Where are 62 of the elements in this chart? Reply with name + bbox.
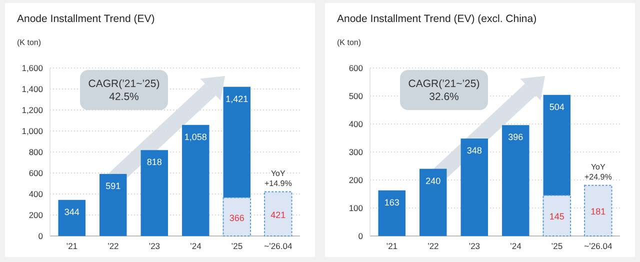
y-tick-label: 100 <box>348 203 364 213</box>
x-tick-label: ’21 <box>386 241 398 251</box>
data-label: 591 <box>106 180 121 191</box>
x-tick-label: ’24 <box>190 241 202 251</box>
x-tick-label: ’23 <box>468 241 480 251</box>
data-label: 163 <box>384 197 400 208</box>
annotation: CAGR(’21~’25) 32.6% <box>408 78 480 103</box>
y-tick-label: 1,600 <box>22 63 44 73</box>
y-tick-label: 400 <box>28 189 44 199</box>
bar <box>58 200 86 236</box>
y-tick-label: 400 <box>348 119 364 129</box>
data-label: 145 <box>549 212 564 222</box>
bar <box>100 174 127 236</box>
data-label: 818 <box>146 157 162 168</box>
y-tick-label: 200 <box>348 175 364 185</box>
chart-title: Anode Installment Trend (EV) (excl. China) <box>337 13 537 25</box>
data-label: 421 <box>270 210 286 220</box>
y-axis-title: (K ton) <box>337 38 362 47</box>
annotation: YoY +14.9% <box>264 168 292 188</box>
x-tick-label: ~’26.04 <box>264 241 292 251</box>
y-tick-label: 600 <box>28 168 44 178</box>
y-tick-label: 600 <box>348 63 364 73</box>
bar <box>140 150 168 236</box>
x-tick-label: ~’26.04 <box>584 241 612 251</box>
x-tick-label: ’25 <box>231 241 243 251</box>
y-tick-label: 0 <box>38 231 44 241</box>
x-tick-label: ’22 <box>427 241 440 251</box>
x-tick-label: ’25 <box>551 241 563 251</box>
y-tick-label: 500 <box>348 91 364 101</box>
bar <box>542 194 571 236</box>
x-tick-label: ’24 <box>510 241 522 251</box>
y-tick-label: 0 <box>358 231 364 241</box>
bar <box>420 168 447 236</box>
bar <box>460 138 488 236</box>
y-tick-label: 1,200 <box>22 105 44 115</box>
data-label: 344 <box>64 206 80 217</box>
bar <box>502 125 530 236</box>
annotation: CAGR(’21~’25) 42.5% <box>88 78 160 103</box>
y-tick-label: 200 <box>28 210 44 220</box>
x-tick-label: ’23 <box>148 241 160 251</box>
bar <box>378 190 406 236</box>
bar <box>584 184 612 236</box>
y-axis-title: (K ton) <box>17 38 42 47</box>
data-label: 1,058 <box>184 132 207 142</box>
data-label: 396 <box>508 132 524 142</box>
data-label: 348 <box>466 146 482 156</box>
bar <box>264 191 292 236</box>
bar <box>182 124 210 236</box>
annotation: YoY +24.9% <box>584 162 612 182</box>
data-label: 366 <box>229 212 244 223</box>
data-label: 181 <box>590 206 606 217</box>
y-tick-label: 1,000 <box>22 126 44 136</box>
y-tick-label: 800 <box>28 147 44 157</box>
x-tick-label: ’21 <box>66 241 78 251</box>
y-tick-label: 300 <box>348 147 364 157</box>
data-label: 1,421 <box>226 94 248 104</box>
bar <box>222 197 251 236</box>
x-tick-label: ’22 <box>107 241 120 251</box>
y-tick-label: 1,400 <box>22 84 44 94</box>
data-label: 240 <box>426 176 441 186</box>
data-label: 504 <box>549 102 564 112</box>
chart-title: Anode Installment Trend (EV) <box>17 13 155 25</box>
